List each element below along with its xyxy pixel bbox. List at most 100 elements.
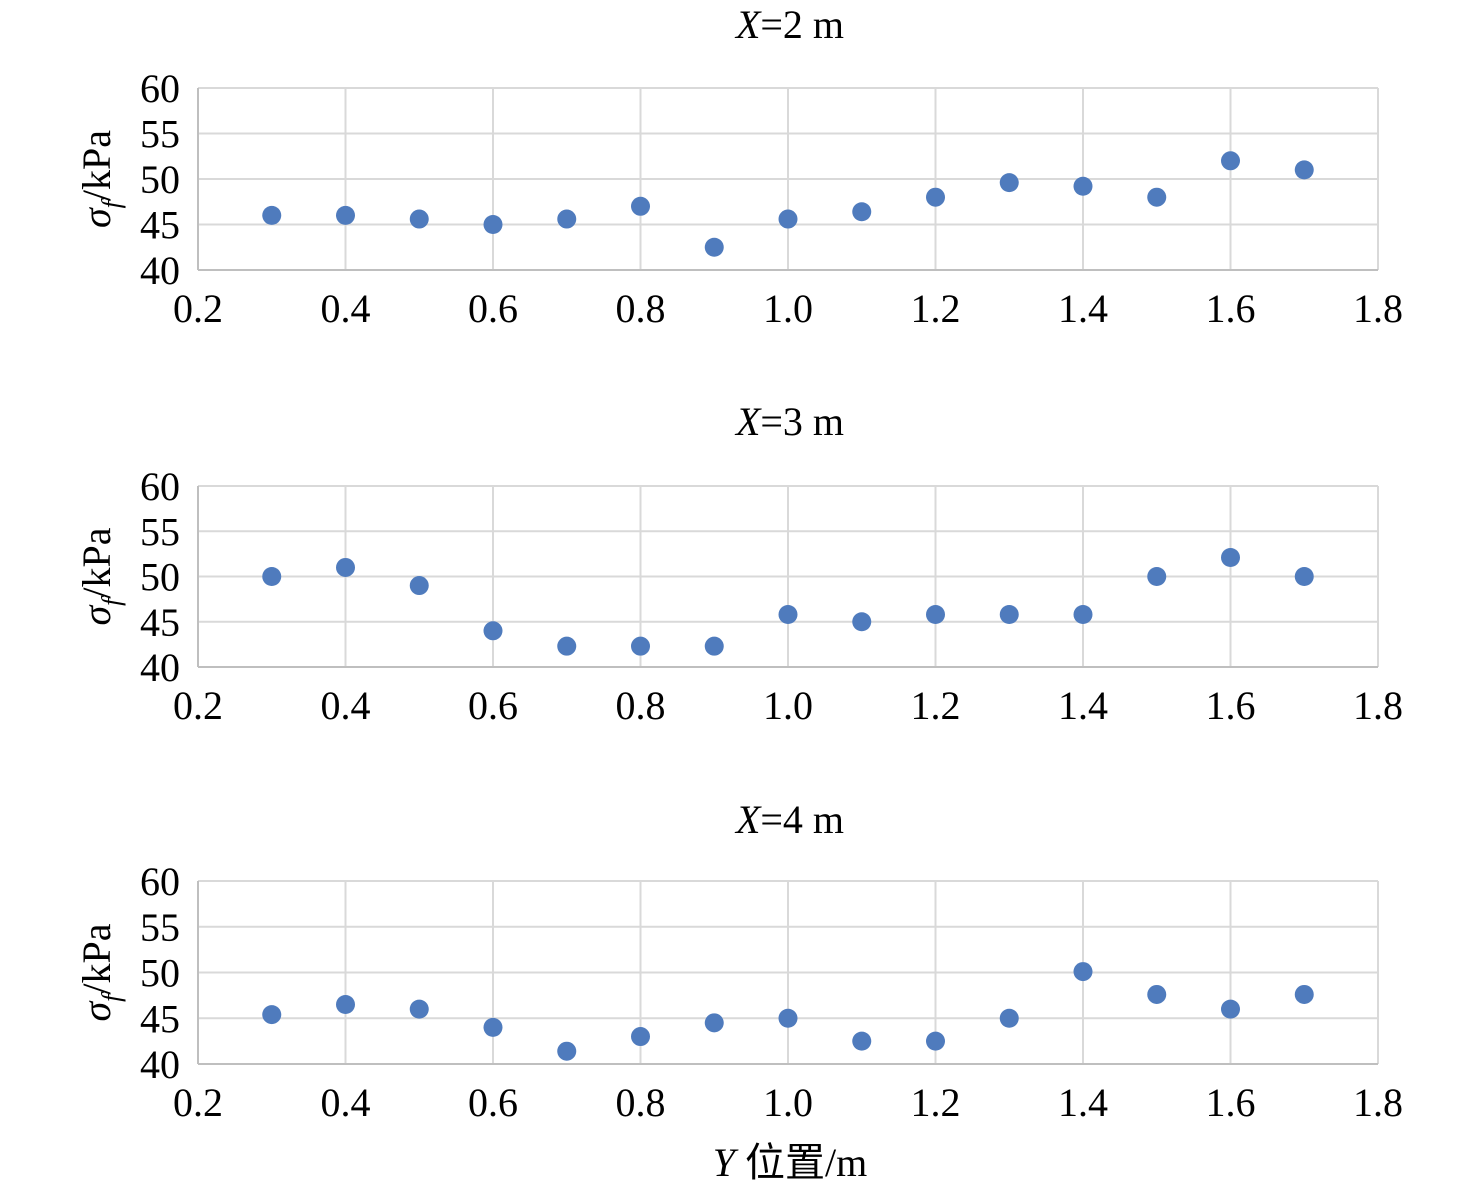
data-point bbox=[631, 1027, 650, 1047]
y-tick-label: 55 bbox=[140, 905, 180, 950]
data-point bbox=[1294, 984, 1314, 1004]
data-point bbox=[1073, 605, 1093, 625]
x-tick-label: 1.4 bbox=[1058, 286, 1108, 331]
data-point bbox=[409, 209, 429, 229]
data-point bbox=[1221, 151, 1240, 171]
x-axis-label: Y 位置/m bbox=[713, 1140, 867, 1185]
x-tick-label: 0.6 bbox=[468, 1080, 518, 1125]
data-point bbox=[926, 1031, 945, 1051]
data-point bbox=[1294, 567, 1314, 586]
data-point bbox=[1073, 176, 1093, 196]
data-point bbox=[704, 1013, 724, 1033]
x-tick-label: 1.6 bbox=[1206, 286, 1256, 331]
y-axis-label-unit: /kPa bbox=[74, 527, 119, 598]
data-point bbox=[409, 999, 429, 1019]
y-tick-label: 50 bbox=[140, 555, 180, 600]
y-axis-label-subscript: f bbox=[97, 197, 126, 208]
y-tick-label: 55 bbox=[140, 112, 180, 157]
data-point bbox=[631, 196, 650, 216]
chart-title: X=3 m bbox=[734, 399, 844, 444]
data-point bbox=[926, 605, 945, 625]
data-point bbox=[1147, 187, 1167, 207]
y-axis-label-symbol: σ bbox=[74, 1001, 119, 1022]
data-point bbox=[336, 995, 355, 1015]
y-tick-label: 60 bbox=[140, 66, 180, 111]
y-axis-label: σf/kPa bbox=[74, 527, 126, 625]
x-tick-label: 0.2 bbox=[173, 683, 223, 728]
x-tick-label: 1.6 bbox=[1206, 683, 1256, 728]
data-point bbox=[409, 576, 429, 596]
y-axis-label: σf/kPa bbox=[74, 923, 126, 1021]
x-tick-label: 1.4 bbox=[1058, 1080, 1108, 1125]
x-tick-label: 1.2 bbox=[911, 286, 961, 331]
chart-title: X=4 m bbox=[734, 797, 844, 842]
y-axis-label: σf/kPa bbox=[74, 130, 126, 228]
chart-title-var: X bbox=[734, 399, 762, 444]
data-point bbox=[336, 205, 355, 225]
x-tick-label: 1.2 bbox=[911, 1080, 961, 1125]
data-point bbox=[262, 205, 282, 225]
data-point bbox=[1147, 984, 1167, 1004]
y-tick-label: 50 bbox=[140, 157, 180, 202]
data-point bbox=[1147, 567, 1167, 586]
data-point bbox=[778, 605, 798, 625]
y-tick-label: 50 bbox=[140, 951, 180, 996]
data-point bbox=[778, 1008, 798, 1028]
x-tick-label: 1.8 bbox=[1353, 286, 1403, 331]
x-tick-label: 0.4 bbox=[321, 286, 371, 331]
y-tick-label: 40 bbox=[140, 248, 180, 293]
data-point bbox=[852, 202, 872, 222]
data-point bbox=[1294, 160, 1314, 180]
y-axis-label-unit: /kPa bbox=[74, 130, 119, 201]
chart-title-rest: =2 m bbox=[760, 2, 844, 47]
x-tick-label: 1.4 bbox=[1058, 683, 1108, 728]
x-axis-label-var: Y bbox=[713, 1140, 739, 1185]
chart-title-var: X bbox=[734, 2, 762, 47]
data-point bbox=[336, 557, 355, 577]
data-point bbox=[483, 1017, 503, 1037]
data-point bbox=[852, 612, 872, 632]
x-tick-label: 1.8 bbox=[1353, 683, 1403, 728]
data-point bbox=[852, 1031, 872, 1051]
data-point bbox=[704, 636, 724, 656]
x-axis-label-rest: 位置/m bbox=[735, 1140, 867, 1185]
x-tick-label: 0.8 bbox=[616, 683, 666, 728]
x-tick-label: 1.0 bbox=[763, 286, 813, 331]
x-tick-label: 0.6 bbox=[468, 683, 518, 728]
chart-title-rest: =4 m bbox=[760, 797, 844, 842]
y-axis-label-subscript: f bbox=[97, 991, 126, 1002]
data-point bbox=[999, 1008, 1019, 1028]
x-tick-label: 1.8 bbox=[1353, 1080, 1403, 1125]
y-axis-label-symbol: σ bbox=[74, 207, 119, 228]
x-tick-label: 1.2 bbox=[911, 683, 961, 728]
x-tick-label: 0.2 bbox=[173, 286, 223, 331]
x-tick-label: 0.6 bbox=[468, 286, 518, 331]
x-tick-label: 1.6 bbox=[1206, 1080, 1256, 1125]
y-axis-label-symbol: σ bbox=[74, 605, 119, 626]
data-point bbox=[557, 1041, 577, 1061]
data-point bbox=[1221, 547, 1240, 567]
data-point bbox=[557, 209, 577, 229]
data-point bbox=[557, 636, 577, 656]
y-tick-label: 40 bbox=[140, 1042, 180, 1087]
data-point bbox=[1073, 962, 1093, 982]
data-point bbox=[262, 567, 282, 586]
chart-title-rest: =3 m bbox=[760, 399, 844, 444]
data-point bbox=[926, 187, 945, 207]
x-tick-label: 1.0 bbox=[763, 1080, 813, 1125]
y-tick-label: 45 bbox=[140, 996, 180, 1041]
y-tick-label: 60 bbox=[140, 464, 180, 509]
chart-title: X=2 m bbox=[734, 2, 844, 47]
data-point bbox=[483, 215, 503, 234]
y-tick-label: 60 bbox=[140, 859, 180, 904]
y-axis-label-unit: /kPa bbox=[74, 923, 119, 994]
data-point bbox=[483, 621, 503, 641]
y-tick-label: 40 bbox=[140, 645, 180, 690]
data-point bbox=[999, 605, 1019, 625]
y-tick-label: 45 bbox=[140, 600, 180, 645]
data-point bbox=[778, 209, 798, 229]
